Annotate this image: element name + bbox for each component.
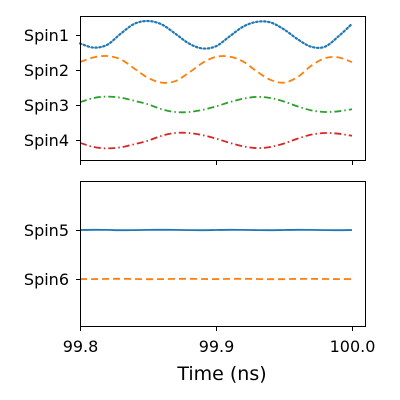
- y-tick-label-spin2: Spin2: [24, 61, 69, 80]
- x-tick-label: 99.9: [199, 337, 235, 356]
- y-tick-label-spin1: Spin1: [24, 26, 69, 45]
- x-axis-label: Time (ns): [176, 363, 266, 385]
- top-panel-frame: [80, 16, 366, 161]
- bottom-panel-frame: [80, 181, 366, 327]
- y-tick-label-spin3: Spin3: [24, 96, 69, 115]
- series-line-spin2: [79, 55, 353, 84]
- series-line-spin1: [78, 19, 354, 50]
- y-tick-label-spin4: Spin4: [24, 131, 69, 150]
- y-tick-label-spin6: Spin6: [24, 270, 69, 289]
- x-tick-label: 99.8: [63, 337, 99, 356]
- y-tick-label-spin5: Spin5: [24, 221, 69, 240]
- top-panel: Spin1 Spin2 Spin3 Spin4: [24, 16, 366, 165]
- series-line-spin4: [79, 131, 353, 150]
- bottom-panel: Spin5 Spin6 99.8 99.9 100.0: [24, 181, 376, 356]
- series-line-spin3: [79, 95, 353, 114]
- x-tick-label: 100.0: [330, 337, 376, 356]
